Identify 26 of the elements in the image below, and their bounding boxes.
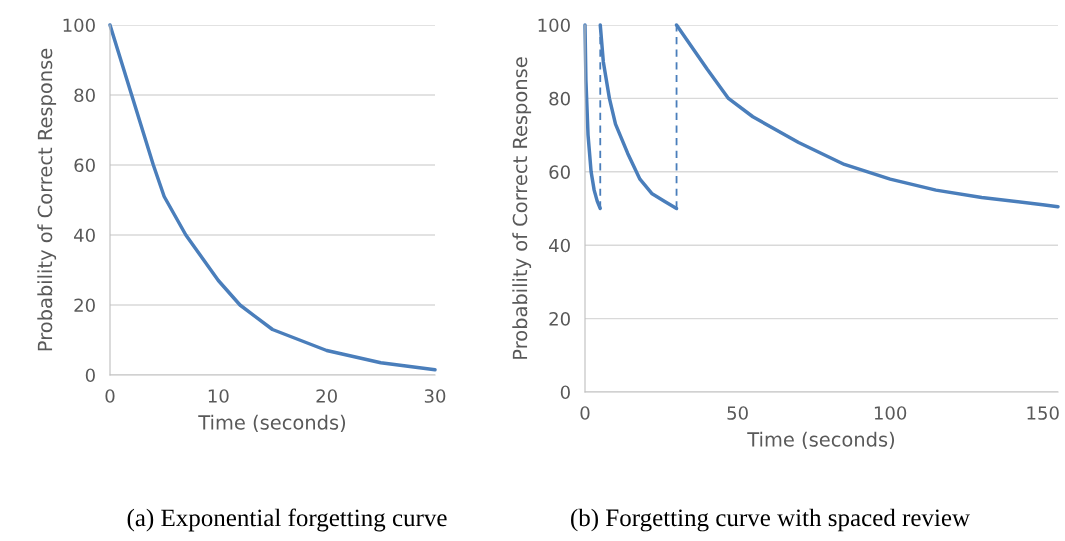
x-tick-label: 100 — [874, 406, 907, 420]
text: (b) Forgetting curve with spaced review — [571, 508, 970, 532]
y-tick-label: 80 — [549, 91, 570, 106]
x-tick-label: 0 — [580, 406, 590, 420]
text: (a) Exponential forgetting curve — [127, 508, 447, 532]
x-axis-title: Time (seconds) — [747, 431, 895, 450]
y-tick-label: 100 — [63, 18, 95, 33]
y-tick-label: 20 — [74, 298, 95, 313]
y-axis-title: Probability of Correct Response — [37, 48, 57, 351]
y-axis-title: Probability of Correct Response — [512, 57, 532, 359]
y-tick-label: 40 — [549, 238, 570, 253]
x-axis-title: Time (seconds) — [198, 414, 346, 433]
x-tick-label: 150 — [1027, 406, 1059, 420]
x-tick-label: 30 — [424, 389, 446, 403]
x-tick-label: 50 — [727, 406, 748, 420]
y-tick-label: 100 — [538, 18, 570, 33]
x-tick-label: 10 — [208, 389, 229, 403]
y-tick-label: 40 — [74, 228, 95, 243]
y-tick-label: 20 — [549, 312, 570, 326]
x-tick-label: 0 — [105, 389, 115, 403]
line-series — [108, 23, 437, 372]
y-tick-label: 60 — [549, 165, 570, 179]
y-tick-label: 60 — [74, 158, 95, 173]
x-tick-label: 20 — [316, 389, 337, 403]
y-tick-label: 0 — [85, 368, 95, 383]
y-tick-label: 80 — [74, 88, 95, 103]
